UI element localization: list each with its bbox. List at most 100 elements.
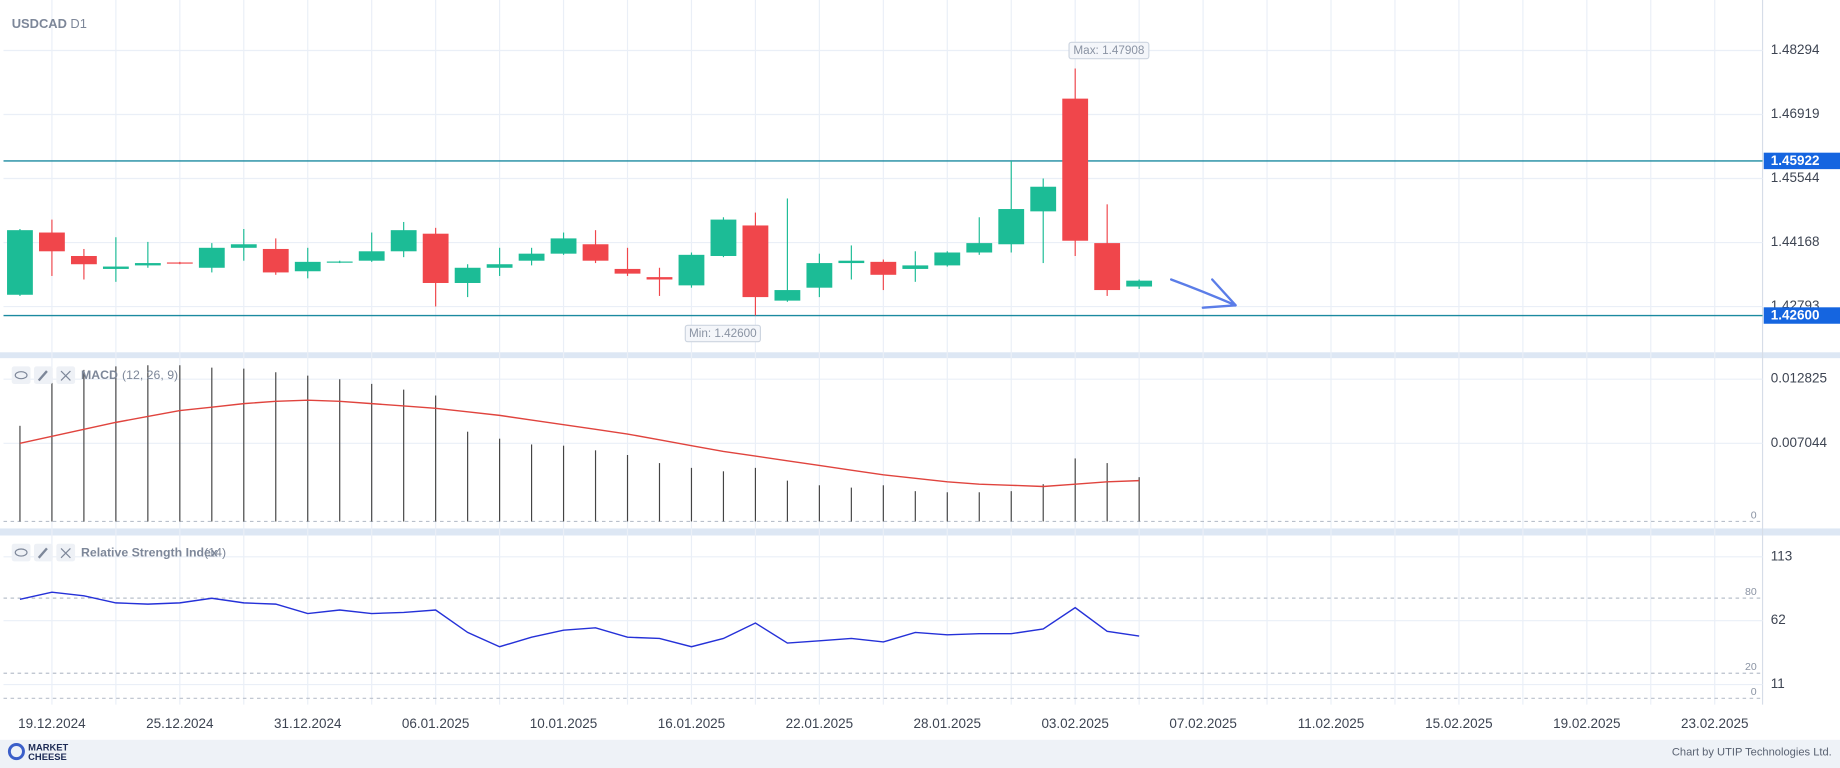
- macd-signal-line: [19, 399, 1140, 488]
- timeframe: D1: [70, 16, 86, 31]
- x-tick-label: 16.01.2025: [658, 716, 725, 731]
- y-tick-label: 1.48294: [1771, 42, 1820, 57]
- symbol: USDCAD: [12, 16, 67, 31]
- candle-body: [870, 261, 897, 275]
- x-tick-label: 11.02.2025: [1298, 716, 1364, 731]
- rsi-controls: [11, 543, 76, 562]
- candle-body: [230, 244, 257, 248]
- candle-body: [1030, 186, 1057, 212]
- min-label: Min: 1.42600: [689, 327, 757, 340]
- candle-body: [934, 252, 961, 266]
- candle-body: [70, 255, 97, 265]
- wrench-glyph: [37, 547, 48, 559]
- candle-body: [102, 266, 129, 269]
- eye-glyph: [14, 548, 28, 557]
- min-badge: [684, 324, 761, 343]
- max-label: Max: 1.47908: [1073, 44, 1144, 57]
- candle-body: [7, 230, 33, 295]
- candle-body: [806, 263, 833, 288]
- marks: [3, 68, 1763, 648]
- candle-body: [294, 261, 321, 272]
- candle-body: [614, 268, 641, 274]
- level-label: 80: [1745, 586, 1757, 598]
- eye-icon[interactable]: [11, 366, 31, 384]
- rsi-title: Relative Strength Index: [81, 545, 218, 559]
- candle-body: [198, 247, 225, 268]
- footer-credit: Chart by UTIP Technologies Ltd.: [1672, 747, 1832, 759]
- candle-body: [1062, 98, 1089, 241]
- candle-body: [678, 254, 705, 286]
- footer-bar: [0, 739, 1840, 768]
- panel-separator: [0, 528, 1840, 536]
- level-badge: [1763, 307, 1840, 324]
- candle-body: [646, 277, 673, 280]
- y-tick-label: 1.44168: [1771, 234, 1820, 249]
- y-tick-label: 113: [1771, 548, 1792, 563]
- candle-body: [454, 267, 481, 283]
- x-tick-label: 31.12.2024: [274, 716, 342, 731]
- grid: [3, 0, 1763, 705]
- candle-body: [486, 264, 513, 268]
- y-tick-label: 62: [1771, 612, 1786, 627]
- y-tick-label: 0.012825: [1771, 371, 1827, 386]
- candle-body: [550, 238, 577, 254]
- y-tick-label: 1.45544: [1771, 170, 1820, 185]
- candle-body: [518, 253, 545, 261]
- macd-controls: [11, 366, 76, 384]
- rsi-params: (14): [204, 545, 226, 559]
- candle-body: [838, 260, 865, 264]
- rsi-line: [19, 591, 1140, 648]
- close-glyph: [60, 370, 71, 381]
- candle-body: [422, 233, 449, 283]
- candle-body: [582, 244, 609, 261]
- candle-body: [998, 209, 1025, 245]
- candle-body: [134, 263, 161, 266]
- eye-glyph: [14, 371, 28, 380]
- candle-body: [262, 248, 289, 273]
- logo-mark: [7, 743, 25, 761]
- candle-body: [742, 225, 769, 298]
- x-tick-label: 19.02.2025: [1553, 716, 1620, 731]
- level-label: 0: [1751, 686, 1757, 698]
- candle-body: [710, 219, 737, 256]
- x-tick-label: 06.01.2025: [402, 716, 469, 731]
- level-label: 1.42600: [1771, 308, 1820, 323]
- level-label: 20: [1745, 661, 1757, 673]
- candle-body: [358, 251, 385, 261]
- candle-body: [1126, 280, 1153, 287]
- trend-arrow: [1169, 278, 1237, 309]
- x-tick-label: 23.02.2025: [1681, 716, 1748, 731]
- x-tick-label: 28.01.2025: [914, 716, 981, 731]
- candle-body: [326, 261, 353, 263]
- candle-body: [166, 262, 193, 264]
- logo-line: MARKET: [28, 742, 68, 753]
- candle-body: [902, 265, 929, 269]
- level-badge: [1763, 152, 1840, 170]
- candle-body: [39, 232, 65, 252]
- close-glyph: [60, 547, 71, 559]
- y-tick-label: 0.007044: [1771, 435, 1828, 450]
- candle-body: [1094, 243, 1121, 291]
- x-tick-label: 22.01.2025: [786, 716, 853, 731]
- macd-title: MACD: [81, 368, 118, 382]
- candle-body: [966, 243, 993, 253]
- candle-body: [390, 230, 417, 252]
- eye-icon[interactable]: [11, 543, 31, 562]
- level-label: 1.45922: [1771, 153, 1820, 168]
- x-tick-label: 03.02.2025: [1041, 716, 1108, 731]
- candle-body: [774, 290, 801, 301]
- logo-line: CHEESE: [28, 751, 67, 762]
- x-tick-label: 10.01.2025: [530, 716, 597, 731]
- max-badge: [1068, 41, 1150, 60]
- x-tick-label: 07.02.2025: [1169, 716, 1236, 731]
- macd-params: (12, 26, 9): [122, 368, 178, 382]
- wrench-glyph: [37, 370, 48, 382]
- y-tick-label: 0: [1751, 509, 1757, 521]
- x-tick-label: 25.12.2024: [146, 716, 214, 731]
- x-tick-label: 15.02.2025: [1425, 716, 1492, 731]
- x-tick-label: 19.12.2024: [18, 716, 86, 731]
- y-tick-label: 11: [1771, 676, 1785, 691]
